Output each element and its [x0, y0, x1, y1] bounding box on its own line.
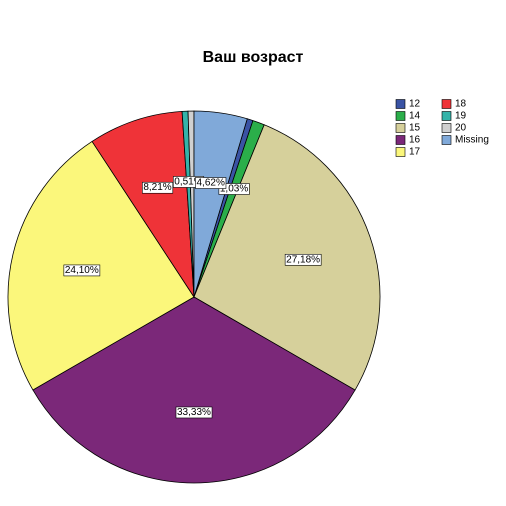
pie-slice: [91, 110, 195, 299]
value-label: 33,33%: [177, 407, 211, 418]
legend-label: Missing: [455, 135, 489, 146]
legend-swatch: [441, 123, 452, 133]
value-label: 27,18%: [286, 254, 320, 265]
value-label: 0,51%: [174, 176, 202, 187]
value-label-box: [175, 406, 213, 419]
legend-swatch: [441, 111, 452, 121]
legend-label: 12: [409, 99, 421, 110]
legend-swatch: [441, 135, 452, 145]
pie-slice: [193, 110, 248, 298]
value-label: 24,10%: [65, 265, 99, 276]
value-label-box: [218, 183, 250, 195]
pie-slice: [32, 296, 356, 484]
legend-label: 15: [409, 123, 421, 134]
value-label-box: [63, 264, 101, 277]
legend-label: 14: [409, 111, 421, 122]
value-label: 1,03%: [220, 183, 248, 194]
legend-swatch: [395, 147, 406, 157]
legend-swatch: [395, 99, 406, 109]
chart-title: Ваш возраст: [203, 49, 304, 66]
legend-swatch: [395, 123, 406, 133]
value-label: 8,21%: [143, 182, 171, 193]
legend-swatch: [441, 99, 452, 109]
legend-label: 17: [409, 147, 421, 158]
value-label-box: [195, 177, 227, 189]
value-label-box: [284, 253, 322, 266]
legend-label: 20: [455, 123, 467, 134]
legend-label: 16: [409, 135, 421, 146]
value-label: 4,62%: [196, 178, 224, 189]
pie-slice: [7, 140, 195, 391]
legend-label: 19: [455, 111, 467, 122]
legend-label: 18: [455, 99, 467, 110]
value-label-box: [142, 181, 174, 194]
legend-swatch: [395, 111, 406, 121]
legend-swatch: [395, 135, 406, 145]
